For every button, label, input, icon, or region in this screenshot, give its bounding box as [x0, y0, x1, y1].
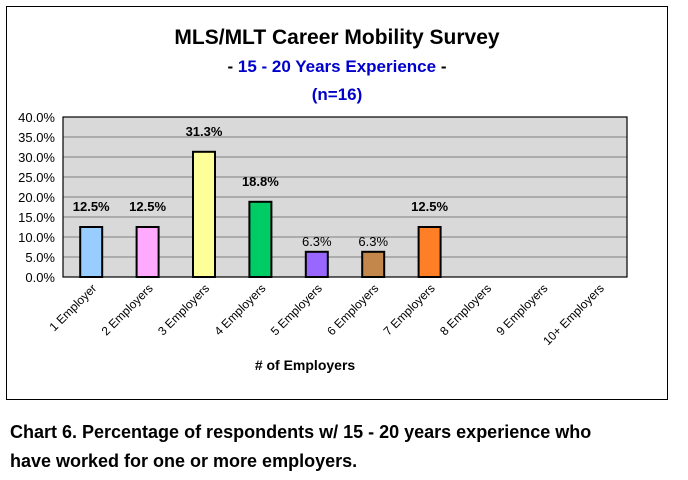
caption-line-1: Chart 6. Percentage of respondents w/ 15… — [10, 422, 592, 442]
y-tick-label: 40.0% — [18, 110, 55, 125]
chart-sample-size: (n=16) — [311, 85, 363, 104]
x-tick-label: 1 Employer — [46, 281, 99, 334]
x-tick-label: 8 Employers — [437, 281, 494, 338]
chart-caption: Chart 6. Percentage of respondents w/ 15… — [10, 418, 686, 476]
data-label: 12.5% — [73, 199, 110, 214]
y-tick-label: 35.0% — [18, 130, 55, 145]
x-tick-label: 5 Employers — [268, 281, 325, 338]
data-label: 12.5% — [411, 199, 448, 214]
y-tick-label: 25.0% — [18, 170, 55, 185]
chart-subtitle: - 15 - 20 Years Experience - — [7, 57, 667, 77]
bar-chart: 0.0% 5.0% 10.0% 15.0% 20.0% 25.0% 30.0% 35.0% 40… — [18, 110, 628, 373]
y-tick-label: 15.0% — [18, 210, 55, 225]
plot-border — [62, 116, 628, 278]
y-tick-label: 10.0% — [18, 230, 55, 245]
data-label: 6.3% — [302, 234, 332, 249]
x-tick-label: 2 Employers — [99, 281, 156, 338]
bar — [248, 200, 273, 278]
x-tick-label: 9 Employers — [493, 281, 550, 338]
bar — [417, 226, 442, 278]
x-axis-title: # of Employers — [255, 357, 356, 373]
bar — [361, 250, 386, 279]
data-label: 6.3% — [358, 234, 388, 249]
y-tick-label: 30.0% — [18, 150, 55, 165]
bar — [79, 226, 104, 278]
chart-title: MLS/MLT Career Mobility Survey — [174, 26, 500, 49]
x-tick-label: 4 Employers — [211, 281, 268, 338]
subtitle-suffix: - — [440, 57, 447, 76]
y-tick-label: 0.0% — [25, 270, 55, 285]
data-label: 12.5% — [129, 199, 166, 214]
x-tick-label: 3 Employers — [155, 281, 212, 338]
subtitle-text: 15 - 20 Years Experience — [237, 57, 437, 76]
bar — [192, 150, 216, 278]
subtitle-prefix: - — [227, 57, 234, 76]
data-label: 18.8% — [242, 174, 279, 189]
y-tick-label: 5.0% — [25, 250, 55, 265]
x-tick-label: 7 Employers — [381, 281, 438, 338]
data-label: 31.3% — [186, 124, 223, 139]
bar — [135, 226, 160, 278]
caption-line-2: have worked for one or more employers. — [10, 451, 358, 471]
bar — [304, 250, 329, 279]
x-tick-label: 6 Employers — [324, 281, 381, 338]
y-tick-label: 20.0% — [18, 190, 55, 205]
